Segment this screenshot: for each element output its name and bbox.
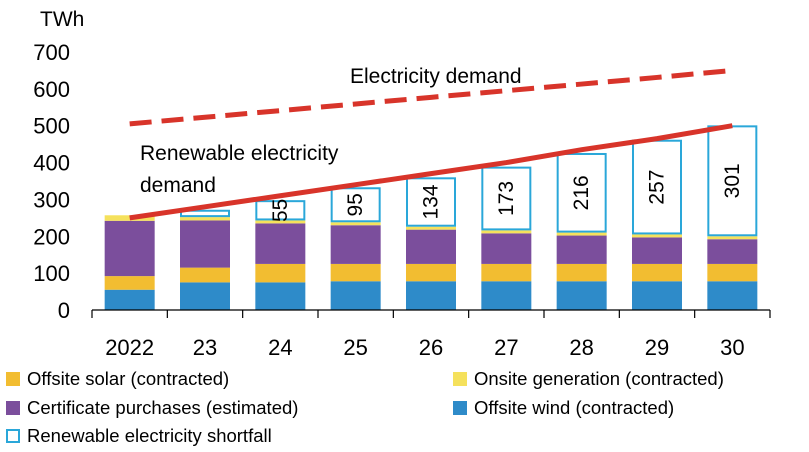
legend-swatch-onsite-generation bbox=[453, 372, 467, 386]
shortfall-data-label: 55 bbox=[269, 199, 292, 222]
y-tick-label: 0 bbox=[58, 298, 70, 323]
bar-segment-1 bbox=[180, 267, 230, 283]
x-tick-label: 30 bbox=[720, 335, 744, 360]
x-tick-label: 2022 bbox=[105, 335, 154, 360]
bar-segment-2 bbox=[556, 235, 607, 264]
x-axis: 2022 23 24 25 26 27 28 29 30 bbox=[91, 309, 771, 360]
bars: 55 95 134 173 216 257 301 bbox=[104, 125, 758, 310]
bar-segment-3 bbox=[330, 222, 381, 226]
bar-segment-3 bbox=[481, 230, 532, 234]
legend-item-certificate-purchases: Certificate purchases (estimated) bbox=[6, 397, 298, 419]
x-tick-label: 28 bbox=[569, 335, 593, 360]
x-tick-label: 24 bbox=[268, 335, 292, 360]
bar-segment-2 bbox=[330, 225, 381, 264]
shortfall-data-label: 134 bbox=[420, 184, 443, 219]
shortfall-data-label: 173 bbox=[495, 181, 518, 216]
y-axis: 0 100 200 300 400 500 600 700 bbox=[33, 40, 70, 323]
y-tick-label: 300 bbox=[33, 187, 70, 212]
bar-shortfall bbox=[556, 152, 607, 233]
shortfall-data-label: 257 bbox=[646, 170, 669, 205]
bar-shortfall bbox=[330, 187, 381, 223]
bar-segment-0 bbox=[707, 281, 758, 310]
legend-label-offsite-wind: Offsite wind (contracted) bbox=[474, 397, 675, 418]
shortfall-data-label: 216 bbox=[570, 175, 593, 210]
bar-segment-3 bbox=[632, 234, 682, 238]
demand-lines bbox=[129, 67, 733, 221]
y-tick-label: 200 bbox=[33, 224, 70, 249]
legend-swatch-certificate-purchases bbox=[6, 401, 20, 415]
bar-segment-1 bbox=[481, 263, 532, 282]
legend-item-offsite-solar: Offsite solar (contracted) bbox=[6, 368, 229, 390]
bar-segment-1 bbox=[330, 263, 381, 282]
annotation-renewable-demand-line2: demand bbox=[140, 174, 216, 197]
legend-item-offsite-wind: Offsite wind (contracted) bbox=[453, 397, 674, 419]
legend-item-onsite-generation: Onsite generation (contracted) bbox=[453, 368, 724, 390]
electricity-demand-line bbox=[129, 67, 733, 127]
annotation-electricity-demand: Electricity demand bbox=[350, 65, 522, 88]
bar-segment-1 bbox=[556, 263, 607, 282]
bar-segment-2 bbox=[255, 223, 306, 264]
shortfall-data-label: 95 bbox=[344, 193, 367, 216]
bar-segment-0 bbox=[556, 281, 607, 310]
x-tick-label: 23 bbox=[193, 335, 217, 360]
bar-segment-3 bbox=[406, 226, 456, 230]
y-tick-label: 500 bbox=[33, 114, 70, 139]
bar-segment-2 bbox=[707, 239, 758, 264]
bar-segment-0 bbox=[406, 281, 456, 310]
y-unit-label: TWh bbox=[40, 8, 84, 31]
x-tick-label: 25 bbox=[343, 335, 367, 360]
legend-swatch-shortfall bbox=[6, 429, 20, 443]
shortfall-data-label: 301 bbox=[721, 163, 744, 198]
bar-segment-1 bbox=[255, 263, 306, 283]
bar-segment-1 bbox=[104, 276, 155, 290]
bar-segment-0 bbox=[104, 289, 155, 310]
legend-label-certificate-purchases: Certificate purchases (estimated) bbox=[27, 397, 299, 418]
bar-segment-0 bbox=[330, 281, 381, 310]
bar-segment-2 bbox=[406, 229, 456, 264]
annotation-renewable-demand: Renewable electricity demand bbox=[140, 142, 344, 197]
bar-shortfall bbox=[632, 139, 682, 235]
bar-segment-3 bbox=[104, 215, 155, 221]
legend-label-shortfall: Renewable electricity shortfall bbox=[27, 425, 272, 446]
legend-swatch-offsite-wind bbox=[453, 401, 467, 415]
bar-segment-0 bbox=[481, 281, 532, 310]
bar-segment-0 bbox=[632, 281, 682, 310]
bar-segment-2 bbox=[632, 237, 682, 264]
y-tick-label: 100 bbox=[33, 261, 70, 286]
y-tick-label: 600 bbox=[33, 77, 70, 102]
bar-segment-1 bbox=[632, 263, 682, 282]
renewable-demand-line bbox=[129, 123, 733, 221]
chart-svg: TWh 0 100 200 300 400 500 600 700 55 95 134 173 216… bbox=[33, 8, 771, 360]
bar-shortfall bbox=[180, 209, 230, 218]
bar-segment-3 bbox=[180, 217, 230, 221]
bar-segment-0 bbox=[255, 282, 306, 310]
y-tick-label: 700 bbox=[33, 40, 70, 65]
bar-segment-1 bbox=[406, 263, 456, 282]
bar-segment-2 bbox=[481, 233, 532, 264]
bar-shortfall bbox=[481, 166, 532, 231]
x-tick-label: 27 bbox=[494, 335, 518, 360]
bar-segment-3 bbox=[556, 232, 607, 236]
bar-segment-3 bbox=[707, 236, 758, 240]
bar-segment-2 bbox=[180, 220, 230, 268]
legend-item-shortfall: Renewable electricity shortfall bbox=[6, 425, 272, 447]
legend-label-offsite-solar: Offsite solar (contracted) bbox=[27, 368, 230, 389]
annotation-renewable-demand-line1: Renewable electricity bbox=[140, 142, 339, 165]
x-tick-label: 26 bbox=[419, 335, 443, 360]
bar-shortfall bbox=[406, 177, 456, 227]
bar-segment-3 bbox=[255, 220, 306, 224]
legend-label-onsite-generation: Onsite generation (contracted) bbox=[474, 368, 724, 389]
bar-shortfall bbox=[255, 200, 306, 221]
y-tick-label: 400 bbox=[33, 151, 70, 176]
bar-segment-0 bbox=[180, 282, 230, 310]
legend-swatch-offsite-solar bbox=[6, 372, 20, 386]
bar-segment-2 bbox=[104, 220, 155, 277]
bar-segment-1 bbox=[707, 263, 758, 282]
x-tick-label: 29 bbox=[645, 335, 669, 360]
